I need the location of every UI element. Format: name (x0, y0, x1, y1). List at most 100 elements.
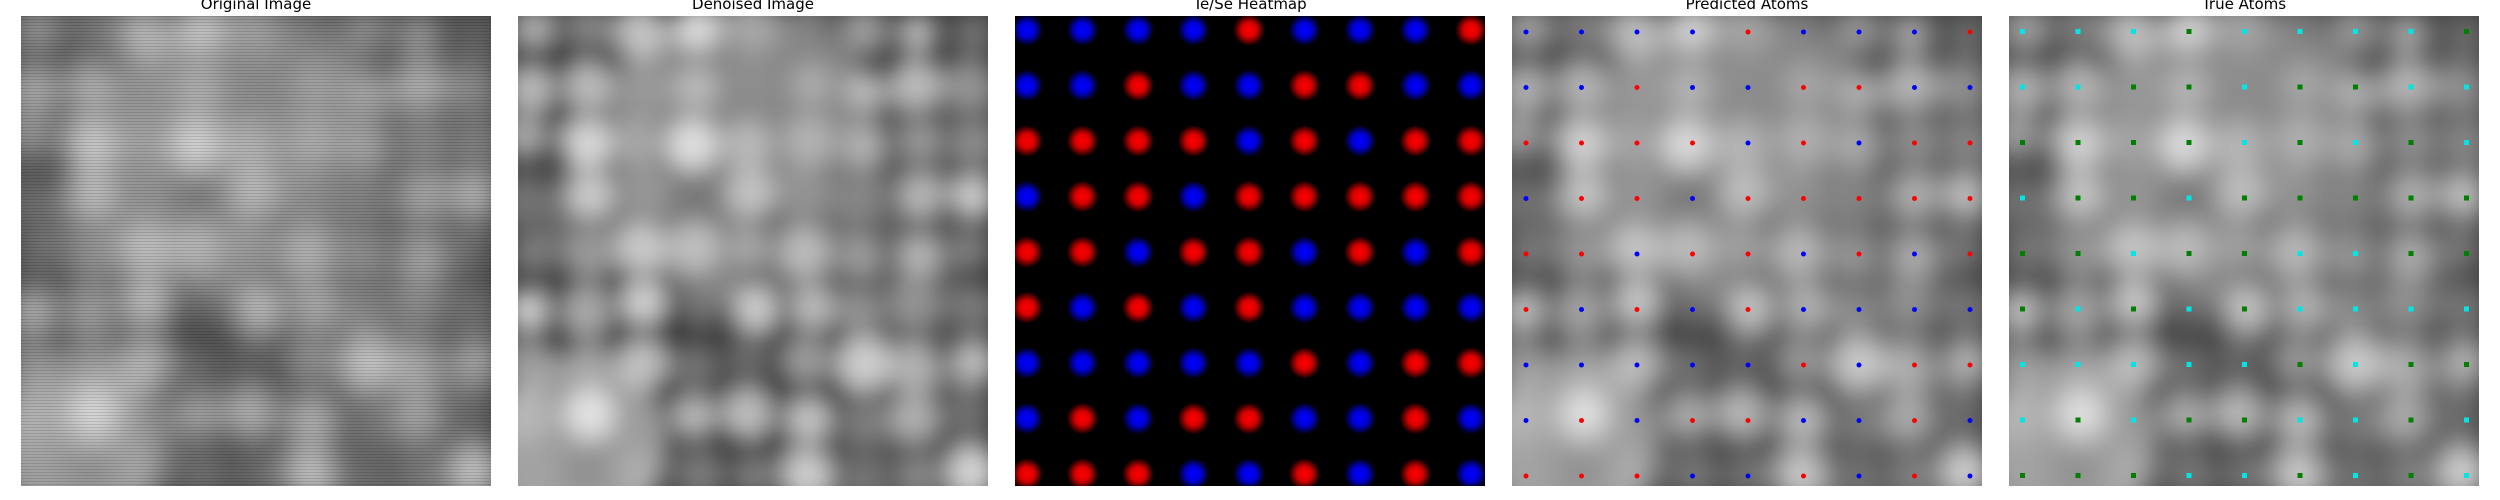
true-atom-marker (2075, 417, 2081, 423)
predicted-atom-marker (1745, 196, 1751, 201)
heatmap-spot (1066, 16, 1099, 46)
original-image-canvas (21, 16, 491, 486)
predicted-atom-marker (1745, 29, 1751, 35)
true-atom-marker (2242, 417, 2247, 423)
predicted-atom-marker (1745, 307, 1751, 312)
predicted-atom-marker (1579, 140, 1584, 146)
heatmap-spot (1233, 180, 1265, 213)
heatmap-spot (1066, 69, 1099, 102)
true-atom-marker (2464, 140, 2469, 145)
heatmap-spot (1233, 236, 1265, 268)
true-atom-marker (2020, 140, 2025, 145)
heatmap-spot (1455, 69, 1485, 102)
true-atom-marker (2131, 140, 2136, 145)
true-atom-marker (2242, 140, 2247, 145)
predicted-atom-marker (1967, 251, 1973, 257)
true-atom-marker (2020, 84, 2025, 90)
heatmap-spot (1344, 236, 1376, 268)
true-atom-marker (2242, 362, 2247, 367)
heatmap-canvas (1015, 16, 1485, 486)
heatmap-spot (1015, 458, 1043, 486)
true-atom-marker (2075, 306, 2081, 312)
predicted-atom-marker (1856, 418, 1862, 423)
predicted-atom-marker (1690, 473, 1695, 479)
true-atom-marker (2075, 84, 2081, 90)
true-atom-marker (2186, 417, 2192, 423)
true-atom-marker (2464, 417, 2469, 423)
predicted-atom-marker (1579, 29, 1584, 35)
predicted-atom-marker (1523, 362, 1529, 368)
true-atom-marker (2186, 473, 2192, 478)
predicted-atom-marker (1801, 473, 1806, 479)
predicted-atom-marker (1634, 29, 1640, 35)
predicted-atom-marker (1856, 29, 1862, 35)
heatmap-spot (1233, 16, 1265, 46)
true-atom-marker (2353, 306, 2358, 312)
true-atoms-image (2009, 16, 2479, 486)
panel-title-true: True Atoms (2201, 0, 2287, 13)
predicted-atom-marker (1801, 418, 1806, 423)
predicted-atom-marker (1856, 196, 1862, 201)
predicted-atom-marker (1690, 140, 1695, 146)
true-atom-marker (2353, 29, 2358, 34)
true-atom-marker (2297, 306, 2303, 312)
true-atom-marker (2464, 195, 2469, 201)
predicted-atom-marker (1523, 251, 1529, 257)
heatmap-spot (1066, 291, 1099, 324)
heatmap-spot (1233, 125, 1265, 157)
true-atom-marker (2131, 362, 2136, 367)
true-atom-marker (2131, 473, 2136, 478)
heatmap-spot (1177, 458, 1210, 486)
true-atom-marker (2297, 195, 2303, 201)
heatmap-spot (1399, 402, 1432, 435)
denoised-image-canvas (518, 16, 988, 486)
true-atom-marker (2131, 84, 2136, 90)
heatmap-spot (1288, 458, 1321, 486)
predicted-atom-marker (1967, 473, 1973, 479)
true-atom-marker (2464, 29, 2469, 34)
heatmap-spot (1344, 180, 1376, 213)
heatmap-spot (1122, 402, 1154, 435)
heatmap-spot (1288, 16, 1321, 46)
true-atom-marker (2464, 306, 2469, 312)
true-atom-marker (2408, 417, 2414, 423)
true-atom-marker (2297, 473, 2303, 478)
predicted-atom-marker (1801, 307, 1806, 312)
heatmap-spot (1455, 291, 1485, 324)
true-atom-marker (2020, 195, 2025, 201)
true-atom-marker (2075, 362, 2081, 367)
heatmap-spot (1066, 347, 1099, 379)
true-atom-marker (2020, 306, 2025, 312)
heatmap-spot (1177, 291, 1210, 324)
true-atom-marker (2075, 140, 2081, 145)
true-atom-marker (2020, 473, 2025, 478)
heatmap-spot (1015, 236, 1043, 268)
panel-heatmap: Te/Se Heatmap (1015, 0, 1485, 500)
true-atom-marker (2353, 195, 2358, 201)
heatmap-spot (1233, 291, 1265, 324)
true-atom-marker (2020, 251, 2025, 256)
panel-true: True Atoms (2009, 0, 2479, 500)
true-atom-marker (2464, 362, 2469, 367)
true-atom-marker (2131, 29, 2136, 34)
heatmap-spot (1233, 347, 1265, 379)
predicted-atom-marker (1523, 473, 1529, 479)
predicted-atom-marker (1745, 251, 1751, 257)
predicted-atom-marker (1912, 140, 1917, 146)
heatmap-spot (1399, 347, 1432, 379)
predicted-atom-marker (1801, 196, 1806, 201)
predicted-atom-marker (1745, 85, 1751, 90)
heatmap-spot (1399, 69, 1432, 102)
true-atom-marker (2297, 140, 2303, 145)
predicted-atom-marker (1912, 196, 1917, 201)
true-atom-marker (2297, 362, 2303, 367)
predicted-atom-marker (1579, 251, 1584, 257)
true-atom-marker (2408, 29, 2414, 34)
true-atom-marker (2186, 362, 2192, 367)
heatmap-spot (1177, 236, 1210, 268)
true-atom-marker (2186, 306, 2192, 312)
predicted-atom-marker (1912, 29, 1917, 35)
true-atom-marker (2075, 251, 2081, 256)
heatmap-spot (1288, 347, 1321, 379)
true-atom-marker (2353, 84, 2358, 90)
